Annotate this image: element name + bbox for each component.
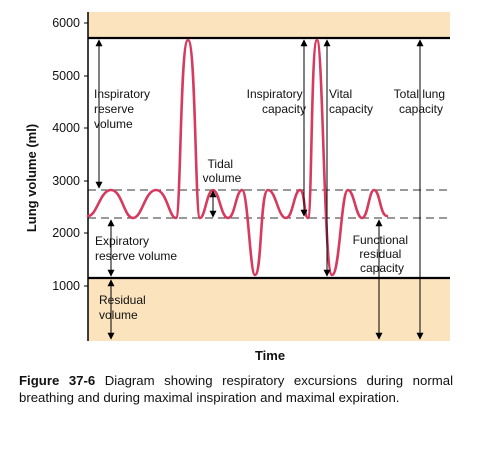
functional-residual-capacity-label: Functional residual capacity [353, 233, 412, 275]
top-shaded-region [88, 12, 450, 38]
caption-text: Diagram showing respiratory excursions d… [19, 373, 453, 405]
y-tick-1000: 1000 [52, 279, 80, 293]
inspiratory-capacity-label: Inspiratory capacity [247, 87, 306, 116]
figure-caption: Figure 37-6 Diagram showing respiratory … [19, 372, 453, 406]
vital-capacity-label: Vital capacity [329, 87, 373, 116]
expiratory-reserve-volume-label: Expiratory reserve volume [95, 234, 177, 263]
residual-volume-label: Residual volume [99, 293, 149, 322]
y-tick-5000: 5000 [52, 69, 80, 83]
y-axis-title: Lung volume (ml) [24, 124, 39, 232]
residual-shaded-region [88, 278, 450, 341]
y-tick-3000: 3000 [52, 174, 80, 188]
breathing-trace [86, 38, 389, 277]
x-axis-title: Time [255, 348, 285, 363]
y-tick-4000: 4000 [52, 121, 80, 135]
total-lung-capacity-label: Total lung capacity [394, 87, 449, 116]
inspiratory-reserve-volume-label: Inspiratory reserve volume [94, 87, 153, 131]
y-tick-2000: 2000 [52, 226, 80, 240]
y-axis-ticks [84, 22, 88, 287]
figure-label: Figure 37-6 [19, 373, 96, 388]
y-tick-6000: 6000 [52, 16, 80, 30]
tidal-volume-label: Tidal volume [203, 157, 242, 185]
